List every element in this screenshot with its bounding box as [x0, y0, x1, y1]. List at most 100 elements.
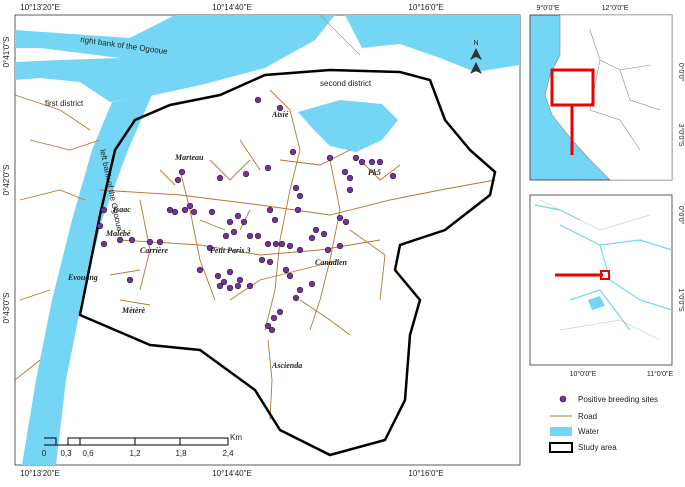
graticule-label: 0°41'0"S	[2, 37, 11, 68]
breeding-site	[312, 226, 320, 234]
breeding-site	[126, 276, 134, 284]
breeding-site	[272, 240, 280, 248]
district-label: second district	[320, 79, 372, 88]
main-map: right bank of the Ogooue left bank of th…	[2, 3, 521, 478]
graticule-label: 10°14'40"E	[212, 3, 252, 12]
breeding-site	[286, 242, 294, 250]
scale-unit: Km	[230, 433, 242, 442]
graticule-label: 10°0'0"E	[570, 370, 597, 378]
water	[345, 15, 520, 72]
breeding-site	[276, 308, 284, 316]
breeding-site	[186, 202, 194, 210]
breeding-site	[236, 276, 244, 284]
breeding-site	[292, 294, 300, 302]
breeding-site	[178, 168, 186, 176]
place-label: Evouang	[67, 273, 98, 282]
breeding-site	[246, 232, 254, 240]
place-label: Isaac	[112, 205, 131, 214]
inset-country: 9°0'0"E 12°0'0"E 0°0'0" 3°0'0"S	[529, 4, 685, 181]
breeding-site	[346, 186, 354, 194]
legend-label: Road	[578, 412, 597, 421]
breeding-site	[156, 238, 164, 246]
water	[298, 100, 398, 152]
scale-label: 0,6	[82, 449, 94, 458]
breeding-site	[352, 154, 360, 162]
breeding-site	[174, 176, 182, 184]
breeding-site	[276, 104, 284, 112]
graticule-label: 11°0'0"E	[647, 370, 674, 378]
place-label: Carrière	[140, 246, 168, 255]
breeding-site	[222, 232, 230, 240]
graticule-label: 0°0'0"	[677, 206, 685, 225]
breeding-site	[226, 268, 234, 276]
breeding-site	[336, 242, 344, 250]
breeding-site	[271, 216, 279, 224]
breeding-site	[96, 222, 104, 230]
breeding-site	[230, 228, 238, 236]
place-label: Malébé	[105, 229, 131, 238]
graticule-label: 0°43'0"S	[2, 293, 11, 324]
water	[588, 296, 605, 310]
north-label: N	[473, 40, 478, 47]
inset-region: 10°0'0"E 11°0'0"E 0°0'0" 1°0'0"S	[529, 194, 685, 378]
breeding-site	[240, 218, 248, 226]
breeding-site	[341, 168, 349, 176]
breeding-site	[270, 314, 278, 322]
scale-label: 1,2	[129, 449, 141, 458]
breeding-site	[286, 272, 294, 280]
breeding-site	[296, 246, 304, 254]
water	[15, 15, 335, 102]
place-label: Petit Paris 3	[210, 246, 250, 255]
legend-label: Study area	[578, 443, 617, 452]
breeding-site	[292, 184, 300, 192]
breeding-site	[308, 280, 316, 288]
breeding-site	[190, 208, 198, 216]
breeding-site	[264, 240, 272, 248]
breeding-site	[242, 170, 250, 178]
breeding-site	[234, 212, 242, 220]
breeding-site	[216, 282, 224, 290]
scale-bar: 0 0,3 0,6 1,2 1,8 2,4 Km	[42, 433, 243, 458]
breeding-site	[181, 206, 189, 214]
breeding-site	[254, 96, 262, 104]
scale-label: 0	[42, 449, 47, 458]
scale-label: 2,4	[222, 449, 234, 458]
breeding-site	[326, 154, 334, 162]
breeding-site	[278, 240, 286, 248]
breeding-site	[282, 266, 290, 274]
breeding-site	[100, 240, 108, 248]
breeding-site	[324, 246, 332, 254]
breeding-site	[264, 164, 272, 172]
breeding-site	[336, 214, 344, 222]
breeding-site	[296, 192, 304, 200]
place-label: Atsié	[271, 110, 289, 119]
breeding-site	[368, 158, 376, 166]
breeding-site	[206, 244, 214, 252]
place-label: Mètèrè	[121, 306, 146, 315]
breeding-site	[268, 326, 276, 334]
breeding-site	[376, 158, 384, 166]
place-label: Canadien	[315, 258, 348, 267]
breeding-site	[294, 206, 302, 214]
breeding-site	[171, 208, 179, 216]
breeding-site	[116, 236, 124, 244]
legend: Positive breeding sites Road Water Study…	[549, 395, 658, 453]
graticule-label: 10°13'20"E	[20, 469, 60, 478]
breeding-site	[220, 278, 228, 286]
breeding-site	[320, 230, 328, 238]
graticule-label: 10°16'0"E	[408, 3, 443, 12]
graticule-label: 10°14'40"E	[212, 469, 252, 478]
legend-label: Positive breeding sites	[578, 395, 658, 404]
breeding-site	[100, 206, 108, 214]
breeding-site	[214, 272, 222, 280]
place-label: Ascienda	[271, 361, 302, 370]
breeding-site	[266, 258, 274, 266]
breeding-site	[226, 218, 234, 226]
breeding-site	[146, 238, 154, 246]
scale-label: 0,3	[60, 449, 72, 458]
place-label: Marteau	[174, 153, 204, 162]
breeding-site	[246, 282, 254, 290]
breeding-site	[258, 256, 266, 264]
graticule-label: 12°0'0"E	[602, 4, 629, 12]
